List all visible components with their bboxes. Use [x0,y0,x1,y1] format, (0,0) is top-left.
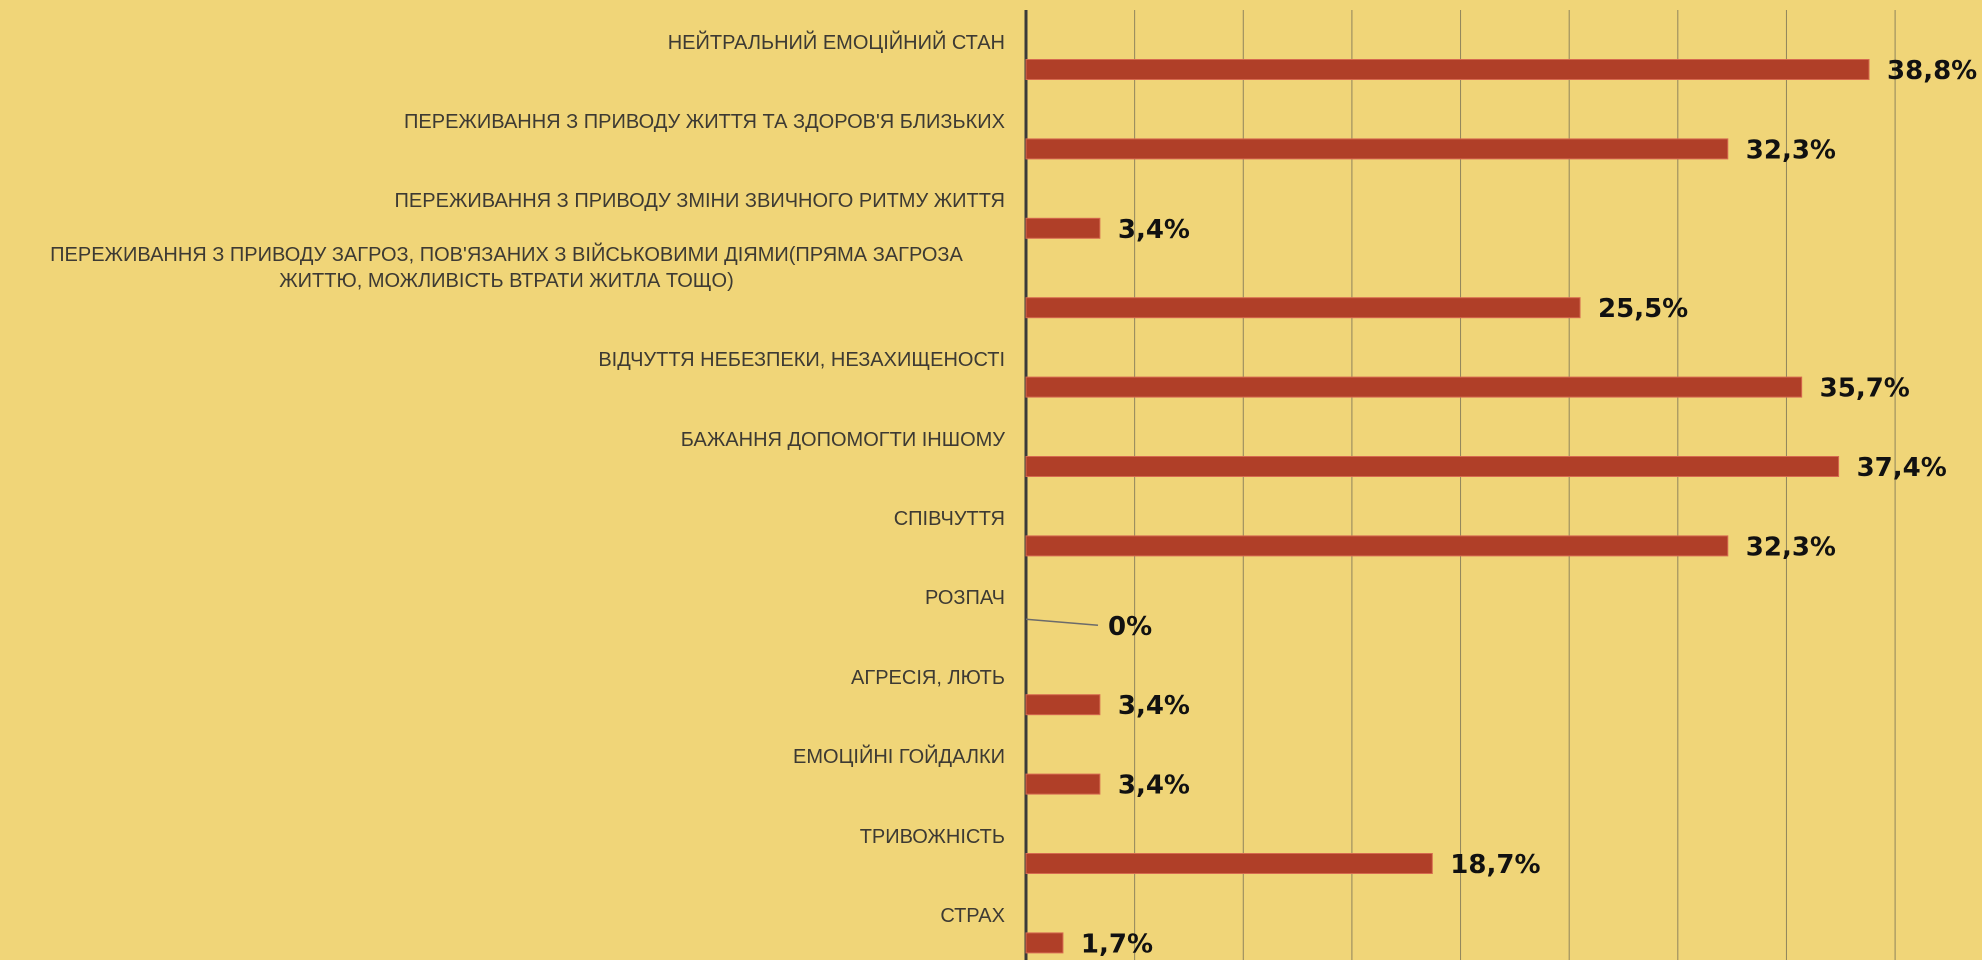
category-text: СПІВЧУТТЯ [893,507,1005,530]
bar [1025,456,1840,477]
value-label: 37,4% [1857,453,1947,483]
category-text: ПЕРЕЖИВАННЯ З ПРИВОДУ ЗМІНИ ЗВИЧНОГО РИТ… [394,190,1005,213]
value-label: 38,8% [1887,56,1977,86]
category-label: БАЖАННЯ ДОПОМОГТИ ІНШОМУ [8,427,1005,453]
category-label: ТРИВОЖНІСТЬ [8,824,1005,850]
category-label: СТРАХ [8,903,1005,929]
value-label: 1,7% [1081,929,1153,959]
bar [1025,773,1101,795]
value-label: 32,3% [1746,135,1836,165]
category-text: ЕМОЦІЙНІ ГОЙДАЛКИ [793,746,1005,769]
bar [1025,853,1433,874]
bar [1025,297,1581,319]
bar [1025,535,1729,557]
bar [1025,217,1101,239]
category-text: ПЕРЕЖИВАННЯ З ПРИВОДУ ЖИТТЯ ТА ЗДОРОВ'Я … [404,110,1005,133]
category-text: ПЕРЕЖИВАННЯ З ПРИВОДУ ЗАГРОЗ, ПОВ'ЯЗАНИХ… [50,243,963,292]
category-text: НЕЙТРАЛЬНИЙ ЕМОЦІЙНИЙ СТАН [667,31,1005,54]
value-label: 0% [1108,612,1152,642]
value-label: 3,4% [1118,771,1190,801]
category-label: ПЕРЕЖИВАННЯ З ПРИВОДУ ЖИТТЯ ТА ЗДОРОВ'Я … [8,109,1005,135]
category-label: СПІВЧУТТЯ [8,506,1005,532]
category-text: СТРАХ [940,904,1005,927]
bar [1025,138,1729,160]
value-label: 32,3% [1746,532,1836,562]
value-label: 35,7% [1820,374,1910,404]
value-label: 3,4% [1118,691,1190,721]
category-text: ВІДЧУТТЯ НЕБЕЗПЕКИ, НЕЗАХИЩЕНОСТІ [598,349,1005,372]
value-label: 18,7% [1450,850,1540,880]
bar [1025,932,1064,954]
leader-line [1025,618,1099,627]
category-text: ТРИВОЖНІСТЬ [859,825,1005,848]
value-label: 25,5% [1598,294,1688,324]
bar [1025,694,1101,716]
category-label: АГРЕСІЯ, ЛЮТЬ [8,665,1005,691]
category-label: ЕМОЦІЙНІ ГОЙДАЛКИ [8,744,1005,770]
bar [1025,376,1803,398]
category-text: АГРЕСІЯ, ЛЮТЬ [851,666,1005,689]
value-label: 3,4% [1118,215,1190,245]
category-label: ВІДЧУТТЯ НЕБЕЗПЕКИ, НЕЗАХИЩЕНОСТІ [8,347,1005,373]
category-label: ПЕРЕЖИВАННЯ З ПРИВОДУ ЗАГРОЗ, ПОВ'ЯЗАНИХ… [8,242,1005,294]
category-label: ПЕРЕЖИВАННЯ З ПРИВОДУ ЗМІНИ ЗВИЧНОГО РИТ… [8,188,1005,214]
category-label: НЕЙТРАЛЬНИЙ ЕМОЦІЙНИЙ СТАН [8,30,1005,56]
category-text: БАЖАННЯ ДОПОМОГТИ ІНШОМУ [680,428,1005,451]
bar [1025,59,1870,80]
category-label: РОЗПАЧ [8,585,1005,611]
category-text: РОЗПАЧ [924,587,1005,610]
